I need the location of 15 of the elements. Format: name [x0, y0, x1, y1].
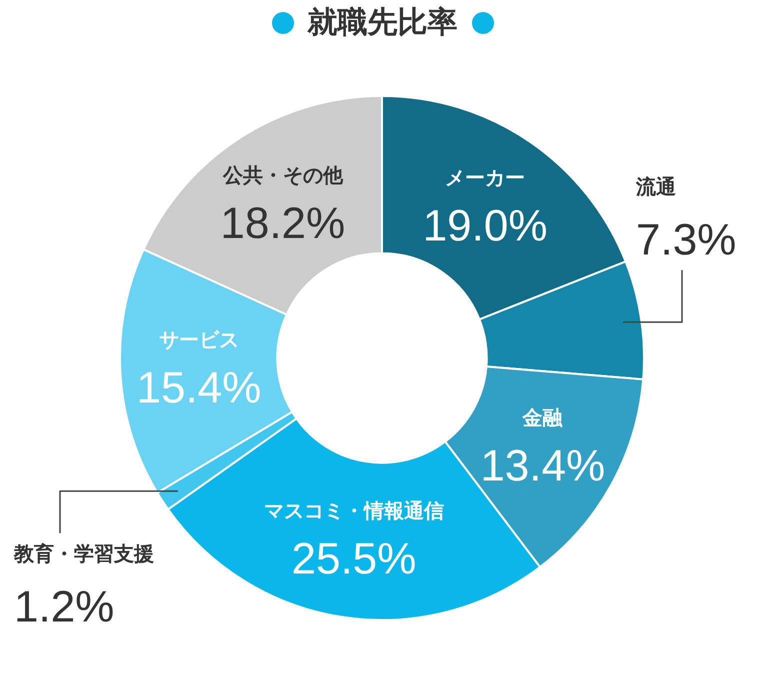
data-label: 1.2%	[14, 582, 114, 632]
data-label: 7.3%	[636, 215, 736, 264]
slice-label: 教育・学習支援	[13, 541, 154, 566]
chart-title: 就職先比率	[308, 4, 458, 42]
data-label: 13.4%	[480, 441, 606, 490]
data-label: 19.0%	[422, 201, 548, 250]
slice-label: 公共・その他	[222, 162, 344, 187]
slice-label: マスコミ・情報通信	[264, 498, 444, 522]
slice-label: メーカー	[445, 166, 526, 190]
data-label: 18.2%	[220, 198, 346, 248]
data-label: 25.5%	[291, 534, 416, 584]
slice-label: 金融	[522, 406, 564, 430]
slice-label: 流通	[635, 174, 676, 198]
data-label: 15.4%	[136, 364, 262, 413]
slice-label: サービス	[158, 328, 239, 352]
